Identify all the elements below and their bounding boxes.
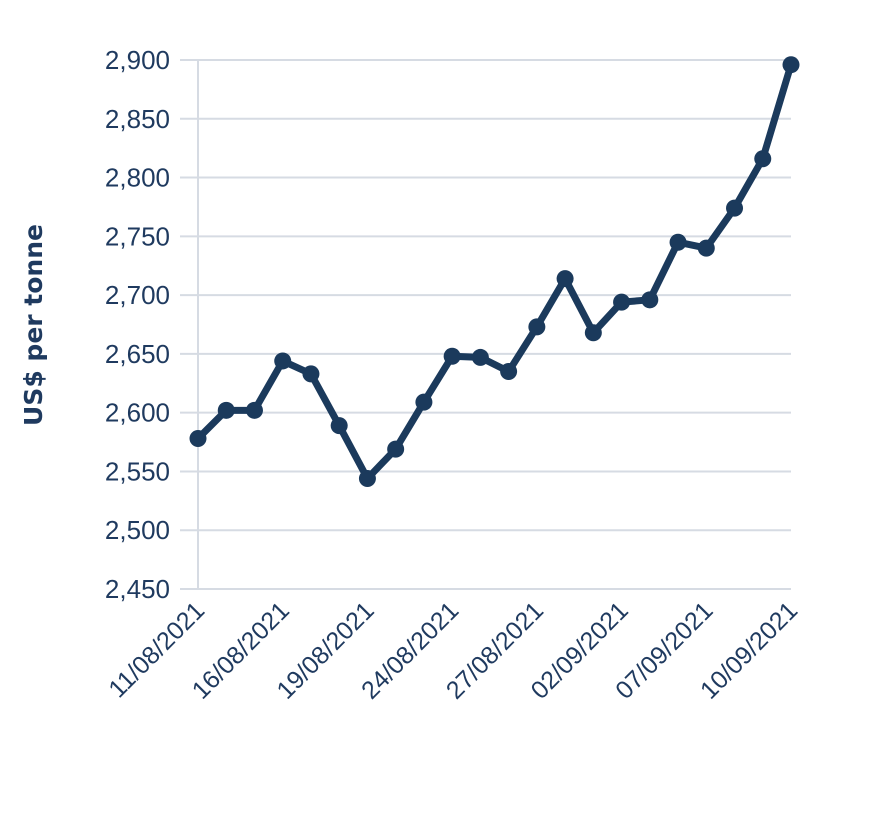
y-tick-label: 2,850 — [105, 104, 170, 134]
gridlines — [180, 59, 791, 590]
y-tick-label: 2,800 — [105, 163, 170, 193]
data-point — [387, 440, 405, 458]
data-point — [471, 348, 489, 366]
data-point — [528, 318, 546, 336]
data-point — [217, 401, 235, 419]
data-point — [641, 291, 659, 309]
y-tick-label: 2,650 — [105, 339, 170, 369]
y-tick-label: 2,550 — [105, 456, 170, 486]
y-tick-label: 2,450 — [105, 574, 170, 604]
data-point — [358, 469, 376, 487]
y-tick-label: 2,500 — [105, 515, 170, 545]
series — [189, 56, 800, 487]
data-point — [782, 56, 800, 74]
series-line — [194, 61, 795, 482]
data-point — [584, 324, 602, 342]
y-tick-label: 2,900 — [105, 45, 170, 75]
data-point — [726, 199, 744, 217]
data-point — [754, 150, 772, 168]
data-point — [697, 239, 715, 257]
data-point — [330, 417, 348, 435]
data-point — [302, 365, 320, 383]
y-tick-label: 2,600 — [105, 398, 170, 428]
data-point — [443, 347, 461, 365]
y-axis-title: US$ per tonne — [19, 224, 48, 426]
y-axis-tick-labels: 2,450 2,500 2,550 2,600 2,650 2,700 2,750 2,800… — [105, 45, 170, 604]
data-point — [613, 293, 631, 311]
data-point — [245, 401, 263, 419]
data-point — [669, 233, 687, 251]
y-tick-label: 2,700 — [105, 280, 170, 310]
data-point — [415, 393, 433, 411]
data-point — [274, 352, 292, 370]
x-axis-tick-labels: 11/08/202116/08/202119/08/202124/08/2021… — [103, 596, 803, 704]
data-point — [556, 270, 574, 288]
data-point — [500, 363, 518, 381]
data-point — [189, 430, 207, 448]
y-tick-label: 2,750 — [105, 221, 170, 251]
